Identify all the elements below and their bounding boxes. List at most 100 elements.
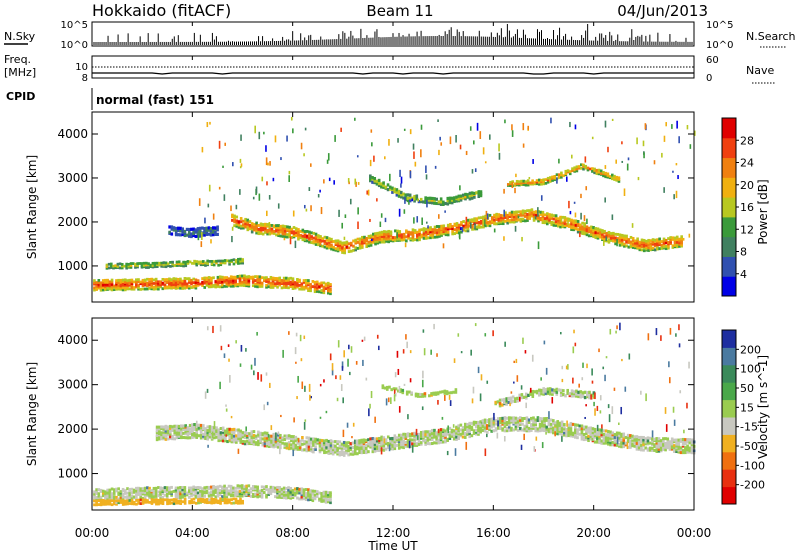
velocity-cell [659, 445, 663, 449]
power-cell [170, 281, 173, 285]
velocity-cell [119, 494, 123, 497]
power-cell [288, 170, 291, 175]
power-cell [557, 222, 560, 226]
power-cell [446, 233, 450, 237]
velocity-cell [609, 430, 612, 434]
power-cell [180, 262, 183, 266]
velocity-cell [307, 488, 310, 492]
power-cell [282, 279, 286, 283]
power-cell [422, 233, 426, 237]
velocity-cell [206, 433, 210, 437]
velocity-cell [585, 428, 588, 432]
velocity-cell [554, 429, 557, 433]
velocity-cell [159, 496, 162, 500]
power-cell [198, 198, 201, 206]
power-cell [380, 235, 384, 238]
power-cell [227, 279, 231, 282]
power-cell [232, 275, 235, 279]
power-cell [357, 221, 359, 230]
velocity-cell [433, 435, 436, 439]
power-cell [477, 192, 481, 196]
velocity-cell [326, 493, 330, 497]
velocity-cell [474, 425, 478, 429]
velocity-cell [119, 490, 123, 494]
power-cell [231, 226, 234, 231]
power-cell [239, 259, 242, 263]
velocity-cell [444, 431, 447, 435]
velocity-cell [309, 445, 313, 449]
power-cell [159, 280, 162, 284]
velocity-cell [106, 490, 109, 494]
power-cell [623, 236, 626, 240]
velocity-cell [531, 392, 535, 397]
power-cell [271, 276, 275, 280]
velocity-cell [325, 441, 328, 445]
power-cell [479, 225, 483, 229]
power-cell [560, 171, 563, 175]
power-cell [281, 228, 285, 232]
power-cell [416, 232, 419, 236]
velocity-cell [509, 402, 511, 407]
velocity-cell [662, 446, 665, 450]
power-cell [214, 232, 217, 236]
power-cell [299, 229, 302, 233]
power-cell [201, 277, 204, 280]
power-cell [116, 262, 120, 266]
velocity-cell [217, 439, 221, 443]
velocity-cell [562, 389, 565, 393]
velocity-cell [159, 494, 162, 498]
power-cell [554, 223, 558, 227]
velocity-cell [385, 385, 389, 389]
velocity-cell [261, 443, 265, 447]
velocity-cell [230, 428, 234, 432]
velocity-cell [101, 499, 105, 502]
power-cell [204, 217, 206, 224]
velocity-cell [260, 489, 264, 492]
power-cell [176, 280, 180, 284]
velocity-cell [378, 441, 381, 445]
power-cell [179, 286, 182, 290]
velocity-cell [289, 486, 293, 490]
velocity-cell [411, 445, 414, 453]
power-cell [179, 226, 182, 230]
velocity-cell [510, 419, 513, 423]
power-cell [417, 200, 421, 204]
power-cell [130, 283, 134, 287]
power-cell [623, 244, 626, 248]
velocity-cell [560, 422, 564, 426]
power-cell [498, 143, 500, 152]
power-cell [286, 135, 288, 142]
power-cell [132, 286, 136, 289]
power-cell [274, 277, 277, 280]
power-cell [484, 161, 487, 164]
power-cell [174, 284, 178, 288]
power-cell [201, 284, 204, 287]
velocity-cell [536, 429, 540, 433]
power-cell [402, 192, 405, 196]
power-cell [363, 235, 366, 239]
velocity-cell [511, 395, 515, 399]
power-cell [586, 218, 588, 225]
power-cell [653, 160, 656, 165]
power-cell [521, 211, 525, 215]
velocity-cell [190, 490, 193, 494]
velocity-cell [635, 439, 639, 443]
velocity-cell [270, 436, 273, 440]
power-cell [322, 287, 326, 291]
power-cell [231, 235, 233, 243]
velocity-cell [602, 438, 606, 442]
power-cell [651, 240, 655, 244]
velocity-cell [218, 491, 222, 495]
velocity-cell [520, 393, 524, 397]
velocity-cell [655, 447, 659, 451]
velocity-cell [384, 442, 388, 446]
velocity-cell [184, 432, 188, 436]
power-cell [493, 222, 496, 226]
velocity-cell [199, 489, 202, 493]
velocity-cell [150, 493, 154, 497]
velocity-cell [229, 488, 233, 492]
power-cell [563, 217, 567, 221]
velocity-cell [258, 494, 262, 498]
power-cell [282, 286, 286, 289]
power-cell [483, 219, 486, 226]
